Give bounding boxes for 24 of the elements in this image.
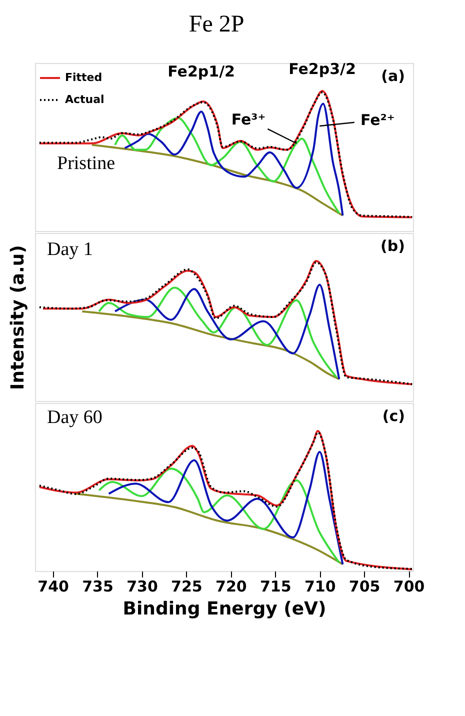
annotation: Fe2p3/2	[288, 60, 356, 78]
chart-title: Fe 2P	[188, 12, 244, 38]
x-tick-label: 735	[82, 578, 114, 596]
text: (b)	[380, 237, 405, 255]
text: Day 60	[47, 407, 102, 428]
legend-label: Fitted	[65, 71, 102, 84]
annotation: Fe³⁺	[231, 110, 266, 128]
annotation: Pristine	[57, 153, 116, 174]
x-tick-label: 700	[393, 578, 425, 596]
x-tick-label: 715	[260, 578, 292, 596]
annotation: Fe²⁺	[360, 111, 395, 129]
text: (c)	[382, 407, 405, 425]
x-tick-label: 720	[216, 578, 247, 596]
x-tick-label: 705	[348, 578, 380, 596]
annotation: Fe2p1/2	[168, 62, 235, 80]
x-tick-label: 740	[38, 578, 69, 596]
x-axis-title: Binding Energy (eV)	[122, 598, 326, 620]
legend-label: Actual	[65, 93, 104, 106]
x-tick-label: 730	[126, 578, 158, 596]
text: Day 1	[47, 239, 93, 260]
text: (a)	[381, 67, 405, 85]
y-axis-title: Intensity (a.u)	[8, 245, 28, 390]
x-tick-label: 710	[304, 578, 336, 596]
x-tick-label: 725	[171, 578, 202, 596]
